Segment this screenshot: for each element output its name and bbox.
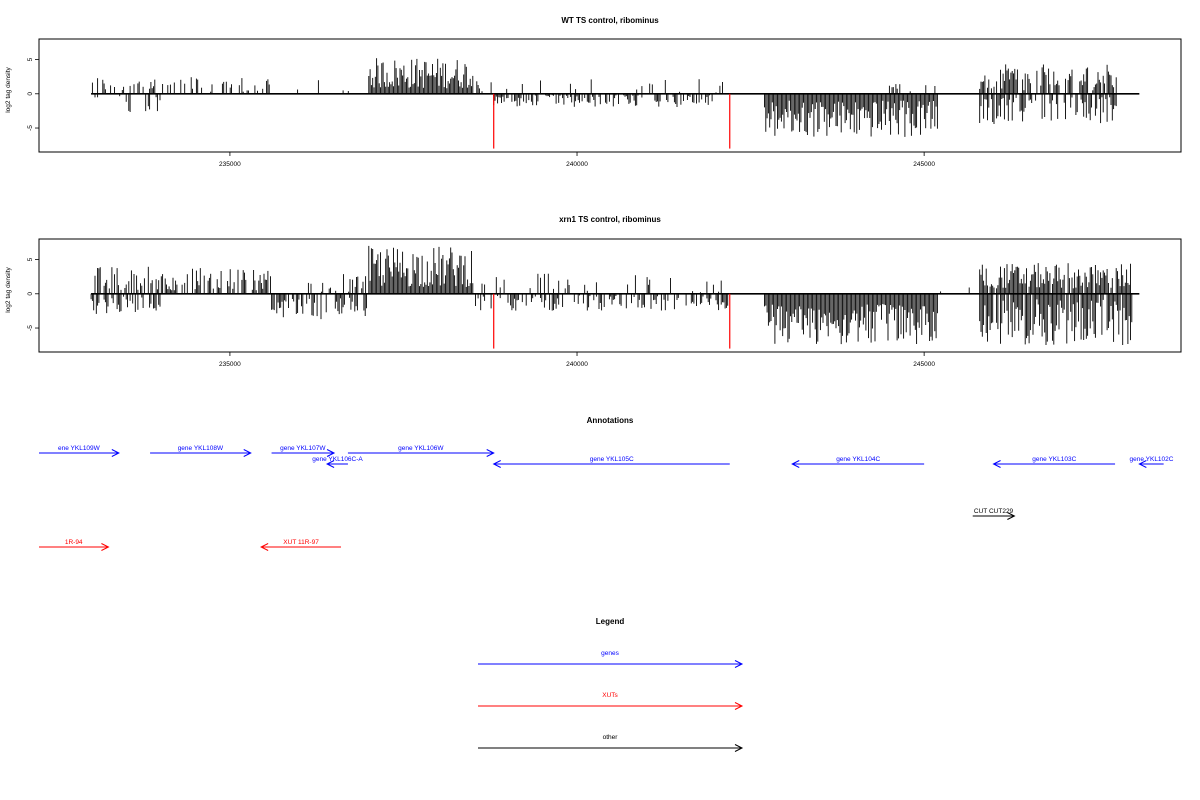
feature-gene-ykl106w: gene YKL106W: [347, 445, 495, 457]
data-bars: [90, 245, 1140, 345]
x-tick-label: 240000: [566, 361, 588, 368]
feature-arrowhead: [325, 460, 335, 468]
feature-label: gene YKL106W: [398, 445, 444, 452]
feature-label: XUT 11R-97: [283, 539, 319, 546]
x-tick-label: 245000: [913, 361, 935, 368]
feature-arrowhead: [791, 460, 800, 468]
legend-title: Legend: [596, 617, 625, 626]
x-tick-label: 235000: [219, 361, 241, 368]
feature-arrowhead: [486, 449, 495, 457]
x-tick-label: 240000: [566, 161, 588, 168]
y-ticks: -5 0 5: [27, 57, 39, 131]
feature-arrowhead: [260, 543, 269, 551]
legend-item-xuts: XUTs: [478, 692, 744, 710]
feature-gene-ykl104c: gene YKL104C: [791, 456, 925, 468]
y-axis-label: log2 tag density: [5, 66, 12, 112]
panel-xrn1: xrn1 TS control, ribominus log2 tag dens…: [5, 215, 1182, 368]
legend-arrowhead: [734, 744, 744, 752]
feature-label: gene YKL104C: [836, 456, 880, 463]
annotations-panel: Annotations ene YKL109W gene YKL108W gene …: [39, 416, 1174, 551]
feature-gene-ykl103c: gene YKL103C: [992, 456, 1116, 468]
feature-label: gene YKL106C-A: [312, 456, 363, 463]
legend-label: XUTs: [602, 692, 618, 699]
feature-arrowhead: [1138, 460, 1147, 468]
legend-arrowhead: [734, 702, 744, 710]
feature-label: 1R-94: [65, 539, 83, 546]
feature-xut-11r-97: XUT 11R-97: [260, 539, 341, 551]
feature-label: gene YKL102C: [1130, 456, 1174, 463]
x-ticks: 235000 240000 245000: [219, 352, 935, 368]
feature-xut-11r-94: 1R-94: [39, 539, 110, 551]
x-tick-label: 245000: [913, 161, 935, 168]
feature-arrowhead: [1007, 512, 1016, 520]
feature-label: ene YKL109W: [58, 445, 101, 452]
feature-arrowhead: [101, 543, 110, 551]
y-tick-label: 5: [27, 257, 34, 261]
legend: Legend genes XUTs other: [478, 617, 744, 752]
legend-label: genes: [601, 650, 619, 657]
feature-gene-ykl109w: ene YKL109W: [39, 445, 120, 457]
feature-gene-ykl108w: gene YKL108W: [150, 445, 252, 457]
plot-frame: [38, 38, 1182, 153]
feature-label: gene YKL103C: [1032, 456, 1076, 463]
feature-arrowhead: [992, 460, 1001, 468]
data-bars: [91, 58, 1140, 137]
feature-label: CUT CUT229: [974, 508, 1014, 515]
legend-item-genes: genes: [478, 650, 744, 668]
legend-arrowhead: [734, 660, 744, 668]
feature-gene-ykl106c-a: gene YKL106C-A: [312, 456, 363, 468]
legend-label: other: [603, 734, 619, 741]
x-tick-label: 235000: [219, 161, 241, 168]
y-tick-label: 5: [27, 57, 34, 61]
feature-gene-ykl102c: gene YKL102C: [1130, 456, 1174, 468]
y-ticks: -5 0 5: [27, 257, 39, 331]
panel-wt: WT TS control, ribominus log2 tag densit…: [5, 16, 1182, 168]
annotation-features: ene YKL109W gene YKL108W gene YKL107W gene …: [39, 445, 1174, 551]
feature-label: gene YKL108W: [178, 445, 224, 452]
legend-item-other: other: [478, 734, 744, 752]
feature-arrowhead: [243, 449, 252, 457]
feature-gene-ykl107w: gene YKL107W: [271, 445, 336, 457]
feature-label: gene YKL107W: [280, 445, 326, 452]
feature-label: gene YKL105C: [590, 456, 634, 463]
feature-arrowhead: [326, 449, 336, 457]
annotations-title: Annotations: [587, 416, 634, 425]
legend-items: genes XUTs other: [478, 650, 744, 752]
red-marks: [493, 293, 731, 349]
feature-arrowhead: [111, 449, 120, 457]
y-tick-label: 0: [27, 92, 34, 96]
panel-title: xrn1 TS control, ribominus: [559, 215, 661, 224]
plot-frame: [38, 238, 1182, 353]
y-tick-label: -5: [27, 125, 34, 131]
red-marks: [493, 93, 731, 149]
feature-arrowhead: [492, 460, 501, 468]
x-ticks: 235000 240000 245000: [219, 152, 935, 168]
feature-cut-cut229: CUT CUT229: [972, 508, 1016, 520]
y-axis-label: log2 tag density: [5, 266, 12, 312]
feature-gene-ykl105c: gene YKL105C: [492, 456, 730, 468]
y-tick-label: 0: [27, 292, 34, 296]
panel-title: WT TS control, ribominus: [561, 16, 659, 25]
y-tick-label: -5: [27, 325, 34, 331]
